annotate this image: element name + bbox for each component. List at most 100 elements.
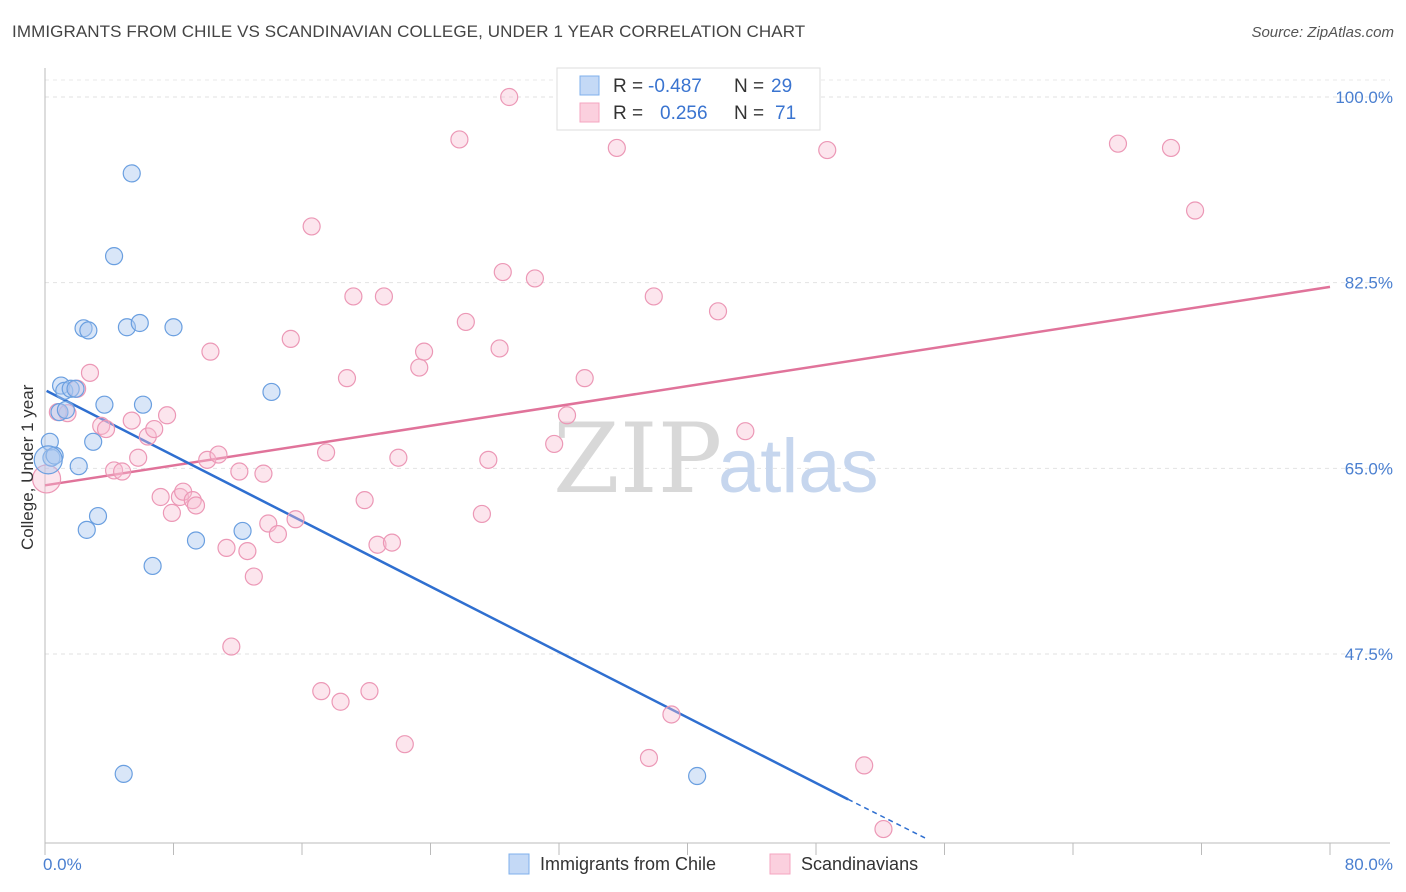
legend-r-value-scandinavians: 0.256 — [660, 103, 708, 124]
point-scandinavians-23 — [217, 538, 236, 558]
point-chile-7 — [61, 379, 80, 398]
bottom-legend-swatch-chile — [508, 853, 530, 875]
point-chile-11 — [77, 520, 96, 539]
source-credit: Source: ZipAtlas.com — [1251, 24, 1394, 41]
point-scandinavians-33 — [302, 217, 321, 236]
point-scandinavians-6 — [96, 419, 116, 439]
y-tick-label-3: 47.5% — [1345, 645, 1393, 664]
gridlines — [45, 79, 1390, 655]
point-scandinavians-45 — [395, 735, 414, 754]
point-scandinavians-25 — [230, 462, 249, 481]
legend-r-label-chile: R = — [613, 76, 643, 97]
point-scandinavians-8 — [112, 462, 132, 481]
point-chile-1 — [42, 448, 61, 467]
watermark-zip: ZIP — [553, 403, 722, 515]
point-scandinavians-60 — [639, 748, 659, 768]
point-chile-12 — [79, 321, 98, 340]
point-chile-24 — [186, 531, 206, 550]
point-scandinavians-27 — [244, 567, 263, 586]
point-scandinavians-61 — [644, 287, 663, 306]
point-scandinavians-41 — [368, 535, 387, 554]
point-chile-23 — [164, 318, 183, 337]
legend-n-value-chile: 29 — [771, 76, 792, 97]
point-scandinavians-30 — [268, 525, 288, 544]
trend-line-scandinavians — [44, 285, 1331, 487]
point-scandinavians-19 — [186, 496, 206, 515]
trend-line-chile — [46, 389, 849, 801]
y-tick-label-1: 82.5% — [1345, 274, 1393, 293]
point-scandinavians-15 — [162, 503, 181, 522]
point-chile-25 — [233, 521, 252, 541]
point-chile-6 — [56, 400, 75, 420]
top-legend-box — [556, 67, 821, 131]
point-chile-26 — [262, 382, 281, 402]
y-tick-labels: 100.0% 82.5% 65.0% 47.5% — [1335, 88, 1393, 664]
point-scandinavians-28 — [254, 464, 273, 483]
point-scandinavians-53 — [493, 262, 512, 282]
watermark: ZIP atlas — [553, 403, 879, 515]
point-scandinavians-58 — [575, 369, 594, 388]
point-scandinavians-5 — [92, 416, 111, 435]
point-scandinavians-69 — [1108, 134, 1128, 153]
point-scandinavians-9 — [122, 411, 141, 430]
chart-title: IMMIGRANTS FROM CHILE VS SCANDINAVIAN CO… — [12, 22, 806, 41]
y-axis-label: College, Under 1 year — [18, 384, 37, 550]
point-scandinavians-62 — [662, 705, 681, 724]
point-scandinavians-49 — [456, 312, 475, 332]
point-scandinavians-4 — [80, 363, 100, 382]
point-scandinavians-71 — [1185, 201, 1205, 220]
legend-r-value-chile: -0.487 — [648, 76, 702, 97]
bottom-legend-label-chile: Immigrants from Chile — [540, 854, 716, 874]
point-scandinavians-37 — [337, 369, 357, 388]
point-scandinavians-13 — [151, 487, 170, 507]
point-scandinavians-20 — [198, 450, 217, 469]
point-chile-15 — [95, 395, 114, 414]
point-chile-27 — [688, 766, 707, 786]
x-tick-label-max: 80.0% — [1345, 855, 1393, 874]
point-scandinavians-22 — [209, 445, 228, 464]
point-scandinavians-52 — [490, 339, 509, 358]
trend-lines — [44, 285, 1331, 841]
point-scandinavians-47 — [414, 342, 434, 361]
point-scandinavians-40 — [360, 682, 379, 701]
legend-r-label-scandinavians: R = — [613, 103, 643, 124]
point-chile-4 — [51, 376, 71, 395]
point-chile-16 — [104, 247, 124, 266]
legend-n-value-scandinavians: 71 — [775, 103, 796, 124]
point-chile-22 — [143, 556, 162, 576]
legend-swatch-scandinavians — [579, 102, 600, 123]
point-scandinavians-43 — [382, 533, 402, 552]
point-chile-21 — [133, 395, 153, 414]
legend-n-label-scandinavians: N = — [734, 103, 764, 124]
point-chile-14 — [88, 506, 108, 526]
point-chile-19 — [122, 164, 141, 183]
point-scandinavians-42 — [374, 287, 394, 306]
point-scandinavians-68 — [874, 819, 893, 839]
point-chile-9 — [69, 457, 88, 476]
watermark-atlas: atlas — [718, 424, 879, 509]
legend-swatch-chile — [579, 75, 600, 96]
axes — [44, 68, 1390, 855]
bottom-legend-swatch-scandinavians — [769, 853, 791, 875]
point-scandinavians-12 — [145, 419, 164, 439]
point-scandinavians-56 — [545, 434, 564, 454]
legend-n-label-chile: N = — [734, 76, 764, 97]
point-scandinavians-66 — [818, 140, 837, 160]
point-scandinavians-10 — [129, 448, 148, 467]
point-chile-8 — [66, 379, 85, 398]
point-scandinavians-21 — [201, 342, 220, 361]
point-scandinavians-67 — [855, 756, 874, 775]
point-scandinavians-46 — [410, 358, 429, 377]
point-scandinavians-64 — [736, 422, 755, 441]
point-chile-20 — [130, 313, 149, 333]
point-scandinavians-35 — [316, 443, 336, 462]
bottom-legend: Immigrants from Chile Scandinavians — [508, 853, 918, 875]
point-scandinavians-59 — [607, 138, 626, 158]
point-scandinavians-51 — [479, 450, 498, 469]
point-scandinavians-38 — [344, 287, 363, 306]
point-chile-17 — [114, 764, 133, 783]
bottom-legend-label-scandinavians: Scandinavians — [801, 854, 918, 874]
data-points — [32, 87, 1205, 839]
point-scandinavians-54 — [500, 87, 519, 107]
